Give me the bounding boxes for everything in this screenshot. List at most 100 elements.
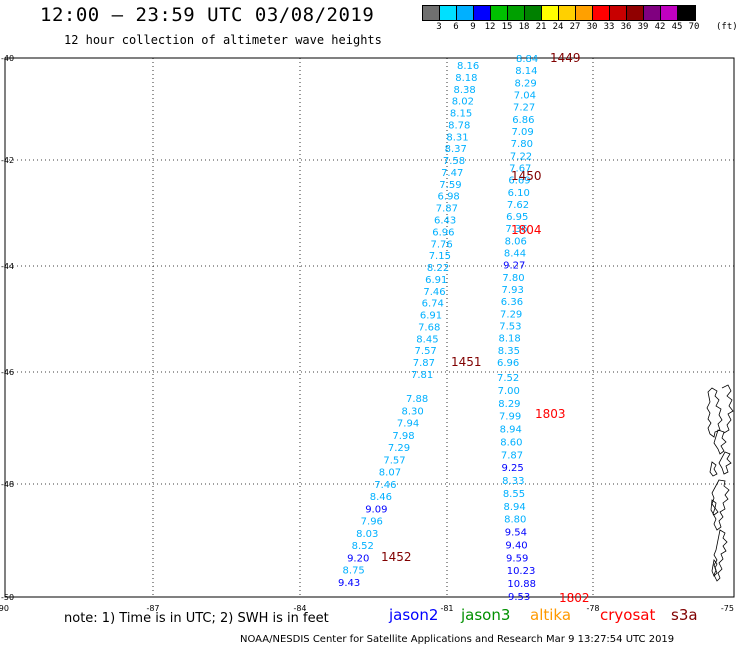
colorbar-label: 70: [688, 22, 700, 32]
wave-height-value: 9.40: [505, 540, 527, 551]
wave-height-value: 7.09: [511, 127, 533, 138]
lat-tick-label: -40: [1, 54, 14, 63]
wave-height-value: 8.94: [503, 502, 525, 513]
pass-time-label: 1803: [535, 407, 566, 421]
wave-height-value: 7.68: [418, 322, 440, 333]
wave-height-value: 6.96: [497, 358, 519, 369]
map-note: note: 1) Time is in UTC; 2) SWH is in fe…: [64, 611, 329, 626]
colorbar-swatch: [542, 6, 559, 20]
wave-height-value: 7.87: [436, 204, 458, 215]
wave-height-value: 9.53: [508, 592, 530, 603]
wave-height-value: 9.25: [502, 463, 524, 474]
lat-tick-label: -44: [1, 262, 14, 271]
colorbar-swatch: [423, 6, 440, 20]
wave-height-value: 8.29: [498, 399, 520, 410]
wave-height-value: 9.27: [503, 261, 525, 272]
lon-tick-label: -75: [721, 604, 734, 613]
wave-height-value: 8.94: [500, 425, 522, 436]
wave-height-value: 9.20: [347, 553, 369, 564]
wave-height-value: 8.07: [379, 468, 401, 479]
wave-height-value: 7.57: [383, 455, 405, 466]
legend-jason3: jason3: [461, 606, 511, 624]
colorbar-label: 27: [569, 22, 581, 32]
colorbar-swatch: [440, 6, 457, 20]
observation-values: 8.848.148.297.047.276.867.097.807.227.67…: [338, 54, 538, 603]
colorbar-label: 30: [586, 22, 598, 32]
wave-height-value: 8.46: [370, 492, 392, 503]
wave-height-value: 8.29: [514, 78, 536, 89]
wave-height-value: 8.06: [505, 236, 527, 247]
colorbar-label: 15: [501, 22, 513, 32]
wave-height-colorbar: [422, 5, 696, 21]
wave-height-value: 6.36: [501, 297, 523, 308]
colorbar-swatch: [678, 6, 695, 20]
colorbar-swatch: [661, 6, 678, 20]
wave-height-value: 9.54: [505, 528, 527, 539]
lon-tick-label: -90: [0, 604, 9, 613]
wave-height-value: 8.45: [416, 334, 438, 345]
wave-height-value: 6.43: [434, 216, 456, 227]
map-footer: NOAA/NESDIS Center for Satellite Applica…: [240, 634, 675, 645]
colorbar-label: 39: [637, 22, 649, 32]
wave-height-value: 8.52: [352, 541, 374, 552]
wave-height-value: 7.87: [413, 358, 435, 369]
colorbar-swatch: [576, 6, 593, 20]
axis-tick-labels: -40 -42 -44 -46 -48 -50 -90 -87 -84 -81 -78 -75: [0, 54, 734, 613]
wave-height-value: 7.47: [441, 168, 463, 179]
colorbar-swatch: [559, 6, 576, 20]
wave-height-value: 8.22: [427, 263, 449, 274]
wave-height-value: 7.81: [411, 370, 433, 381]
lat-tick-label: -50: [1, 593, 14, 602]
lat-lon-grid: [4, 57, 735, 598]
wave-height-value: 8.60: [500, 437, 522, 448]
colorbar-swatch: [610, 6, 627, 20]
wave-height-value: 6.91: [425, 275, 447, 286]
lat-tick-label: -48: [1, 480, 14, 489]
pass-time-label: 1802: [559, 591, 590, 605]
wave-height-value: 7.80: [511, 139, 533, 150]
colorbar-swatch: [525, 6, 542, 20]
colorbar-label: 36: [620, 22, 632, 32]
wave-height-value: 7.29: [500, 309, 522, 320]
wave-height-value: 7.57: [415, 346, 437, 357]
wave-height-value: 8.03: [356, 529, 378, 540]
colorbar-swatch: [457, 6, 474, 20]
wave-height-value: 7.53: [499, 322, 521, 333]
wave-height-value: 6.10: [508, 188, 530, 199]
colorbar-label: 12: [484, 22, 496, 32]
wave-height-value: 7.04: [514, 90, 536, 101]
coastline: [706, 384, 734, 582]
wave-height-value: 7.27: [513, 103, 535, 114]
lon-tick-label: -87: [146, 604, 159, 613]
pass-time-label: 1451: [451, 355, 482, 369]
wave-height-value: 9.09: [365, 504, 387, 515]
lat-tick-label: -42: [1, 156, 14, 165]
wave-height-value: 7.59: [439, 180, 461, 191]
wave-height-value: 9.43: [338, 578, 360, 589]
wave-height-value: 8.30: [401, 406, 423, 417]
wave-height-value: 7.99: [499, 412, 521, 423]
map-subtitle: 12 hour collection of altimeter wave hei…: [64, 33, 382, 47]
colorbar-label: 42: [654, 22, 666, 32]
wave-height-value: 8.35: [498, 346, 520, 357]
wave-height-value: 6.96: [432, 227, 454, 238]
lon-tick-label: -78: [586, 604, 599, 613]
wave-height-value: 10.23: [507, 566, 536, 577]
wave-height-value: 8.44: [504, 249, 526, 260]
wave-height-value: 6.95: [506, 212, 528, 223]
wave-height-value: 7.96: [361, 517, 383, 528]
wave-height-value: 7.52: [497, 373, 519, 384]
wave-height-value: 8.16: [457, 61, 479, 72]
wave-height-value: 7.94: [397, 419, 419, 430]
legend-cryosat: cryosat: [600, 606, 656, 624]
wave-height-value: 7.58: [443, 156, 465, 167]
colorbar-label: 45: [671, 22, 683, 32]
colorbar-swatch: [627, 6, 644, 20]
wave-height-value: 8.14: [515, 66, 537, 77]
pass-time-label: 1449: [550, 51, 581, 65]
colorbar-unit: (ft): [716, 22, 738, 32]
legend-altika: altika: [530, 606, 572, 624]
lon-tick-label: -84: [293, 604, 306, 613]
wave-height-value: 6.74: [422, 299, 444, 310]
